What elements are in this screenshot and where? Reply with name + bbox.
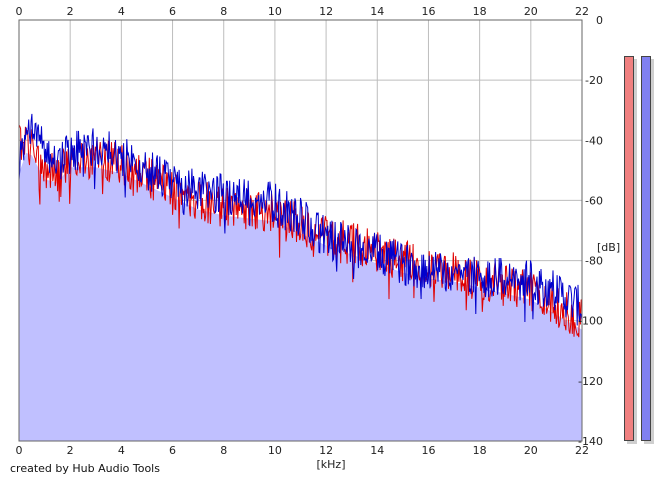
credit-text: created by Hub Audio Tools (10, 462, 160, 475)
x-axis-label: [kHz] (317, 458, 346, 471)
x-tick-label-bottom: 16 (421, 444, 435, 457)
level-meter-left (624, 56, 634, 441)
y-tick-label: 0 (596, 14, 603, 27)
x-tick-label-bottom: 8 (220, 444, 227, 457)
spectrum-fill-area (19, 153, 582, 441)
y-axis-label: [dB] (597, 241, 620, 254)
x-tick-label-bottom: 12 (319, 444, 333, 457)
spectrum-area (19, 153, 582, 441)
x-tick-label-top: 6 (169, 5, 176, 18)
x-tick-label-bottom: 0 (16, 444, 23, 457)
x-tick-label-top: 2 (67, 5, 74, 18)
x-tick-label-top: 12 (319, 5, 333, 18)
x-tick-label-bottom: 14 (370, 444, 384, 457)
y-tick-label: -120 (578, 375, 603, 388)
x-tick-label-top: 0 (16, 5, 23, 18)
y-ticks: 0 -20 -40 -60 -80 -100 -120 -140 (578, 14, 603, 448)
y-tick-label: -100 (578, 315, 603, 328)
x-tick-label-top: 16 (421, 5, 435, 18)
series-lines (18, 113, 583, 338)
x-tick-label-top: 20 (524, 5, 538, 18)
x-tick-label-bottom: 20 (524, 444, 538, 457)
x-tick-label-bottom: 6 (169, 444, 176, 457)
x-tick-label-top: 22 (575, 5, 589, 18)
x-tick-label-bottom: 22 (575, 444, 589, 457)
x-ticks-top: 0 2 4 6 8 10 12 14 16 18 20 22 (16, 5, 590, 18)
x-tick-label-top: 10 (268, 5, 282, 18)
y-tick-label: -60 (585, 194, 603, 207)
x-tick-label-bottom: 4 (118, 444, 125, 457)
x-tick-label-top: 18 (473, 5, 487, 18)
x-ticks-bottom: 0 2 4 6 8 10 12 14 16 18 20 22 (16, 444, 590, 457)
x-tick-label-top: 14 (370, 5, 384, 18)
x-tick-label-bottom: 2 (67, 444, 74, 457)
y-tick-label: -140 (578, 435, 603, 448)
y-tick-label: -40 (585, 134, 603, 147)
level-meter-right (641, 56, 651, 441)
plot-frame (18, 19, 583, 442)
x-tick-label-bottom: 18 (473, 444, 487, 457)
y-tick-label: -80 (585, 255, 603, 268)
x-tick-label-top: 4 (118, 5, 125, 18)
x-tick-label-bottom: 10 (268, 444, 282, 457)
x-tick-label-top: 8 (220, 5, 227, 18)
series-line-blue (18, 113, 583, 326)
y-tick-label: -20 (585, 74, 603, 87)
